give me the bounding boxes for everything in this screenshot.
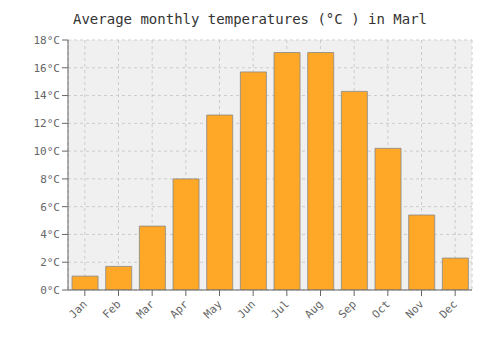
svg-text:Aug: Aug <box>302 298 325 321</box>
svg-text:14°C: 14°C <box>34 89 61 102</box>
svg-text:10°C: 10°C <box>34 145 61 158</box>
svg-text:Mar: Mar <box>134 297 158 321</box>
svg-text:May: May <box>201 297 225 321</box>
svg-text:Jul: Jul <box>269 298 292 321</box>
svg-text:Oct: Oct <box>370 298 393 321</box>
svg-text:2°C: 2°C <box>40 256 60 269</box>
html-text:Average monthly temperatures (: Average monthly temperatures (°C ) in Ma… <box>73 11 427 27</box>
svg-text:Feb: Feb <box>100 298 123 321</box>
svg-text:Dec: Dec <box>437 298 460 321</box>
svg-text:18°C: 18°C <box>34 34 61 47</box>
svg-text:6°C: 6°C <box>40 201 60 214</box>
svg-text:Apr: Apr <box>168 297 192 321</box>
svg-text:Jun: Jun <box>235 298 258 321</box>
svg-text:Jan: Jan <box>67 298 90 321</box>
svg-text:8°C: 8°C <box>40 173 60 186</box>
svg-text:16°C: 16°C <box>34 62 61 75</box>
svg-text:Nov: Nov <box>403 297 427 321</box>
svg-text:Sep: Sep <box>336 298 359 321</box>
svg-text:0°C: 0°C <box>40 284 60 297</box>
svg-text:12°C: 12°C <box>34 117 61 130</box>
svg-text:4°C: 4°C <box>40 228 60 241</box>
